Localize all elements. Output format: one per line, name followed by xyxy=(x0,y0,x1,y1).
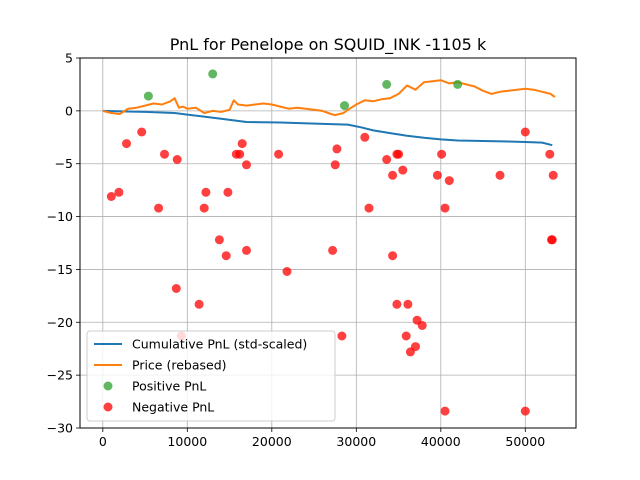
series-lines xyxy=(102,79,556,147)
negative-pnl-point xyxy=(403,299,413,309)
negative-pnl-point xyxy=(154,203,164,213)
y-tick-label: 0 xyxy=(65,103,73,118)
plot-frame xyxy=(79,57,577,429)
negative-pnl-point xyxy=(194,299,204,309)
negative-pnl-point xyxy=(235,149,245,159)
negative-pnl-point xyxy=(106,192,116,201)
legend-label: Cumulative PnL (std-scaled) xyxy=(132,337,307,352)
x-tick-label: 30000 xyxy=(336,434,376,449)
y-tick-label: 5 xyxy=(65,51,73,66)
negative-pnl-point xyxy=(221,251,231,261)
negative-pnl-point xyxy=(548,170,558,180)
negative-pnl-point xyxy=(394,149,404,159)
y-tick-label: −30 xyxy=(47,421,73,436)
negative-pnl-point xyxy=(398,165,408,175)
negative-pnl-point xyxy=(274,149,284,159)
negative-pnl-point xyxy=(337,331,347,341)
legend-box xyxy=(86,330,336,422)
negative-pnl-point xyxy=(495,170,505,180)
chart-title: PnL for Penelope on SQUID_INK -1105 k xyxy=(170,35,487,55)
negative-pnl-point xyxy=(237,139,247,149)
x-tick-label: 0 xyxy=(99,434,107,449)
negative-pnl-point xyxy=(440,203,450,213)
x-axis: 0 10000 20000 30000 40000 50000 xyxy=(99,428,545,449)
negative-pnl-point xyxy=(330,160,340,170)
negative-pnl-point xyxy=(520,127,530,137)
positive-pnl-point xyxy=(143,91,153,101)
negative-pnl-point xyxy=(201,187,211,197)
negative-pnl-point xyxy=(545,149,555,159)
negative-pnl-point xyxy=(137,127,147,137)
x-tick-label: 10000 xyxy=(167,434,207,449)
cumulative-pnl-line xyxy=(102,109,553,147)
negative-pnl-point xyxy=(437,149,447,159)
negative-pnl-point xyxy=(328,245,338,255)
positive-pnl-point xyxy=(340,101,349,111)
negative-pnl-point xyxy=(242,245,251,255)
negative-pnl-point xyxy=(282,267,292,276)
y-tick-label: −20 xyxy=(47,315,73,330)
y-tick-label: −15 xyxy=(47,262,73,277)
negative-pnl-point xyxy=(223,187,233,197)
legend-marker-swatch xyxy=(103,381,113,391)
negative-pnl-point xyxy=(392,299,402,309)
x-tick-label: 40000 xyxy=(421,434,461,449)
y-tick-label: −25 xyxy=(47,368,73,383)
x-tick-label: 50000 xyxy=(505,434,545,449)
negative-pnl-point xyxy=(114,187,124,197)
negative-pnl-point xyxy=(199,203,209,213)
negative-pnl-point xyxy=(364,203,374,213)
y-tick-label: −5 xyxy=(55,156,73,171)
negative-pnl-point xyxy=(547,235,557,245)
negative-pnl-point xyxy=(401,331,411,341)
scatter-points xyxy=(106,69,558,416)
negative-pnl-point xyxy=(382,155,392,164)
legend-label: Negative PnL xyxy=(132,400,214,415)
legend-label: Positive PnL xyxy=(132,379,206,394)
negative-pnl-point xyxy=(171,284,181,293)
negative-pnl-point xyxy=(332,144,342,154)
positive-pnl-point xyxy=(382,79,392,89)
negative-pnl-point xyxy=(360,132,370,142)
y-axis: 5 0 −5 −10 −15 −20 −25 −30 xyxy=(47,51,80,436)
x-tick-label: 20000 xyxy=(252,434,292,449)
y-tick-label: −10 xyxy=(47,209,73,224)
negative-pnl-point xyxy=(520,406,530,416)
positive-pnl-point xyxy=(453,79,463,89)
negative-pnl-point xyxy=(388,251,398,261)
negative-pnl-point xyxy=(388,170,398,180)
negative-pnl-point xyxy=(242,160,251,170)
negative-pnl-point xyxy=(440,406,450,416)
negative-pnl-point xyxy=(214,235,224,245)
legend-label: Price (rebased) xyxy=(132,358,227,373)
negative-pnl-point xyxy=(411,342,420,352)
price-line xyxy=(102,79,556,117)
negative-pnl-point xyxy=(417,321,427,330)
negative-pnl-point xyxy=(432,170,442,180)
negative-pnl-point xyxy=(444,176,454,186)
negative-pnl-point xyxy=(172,155,182,164)
negative-pnl-point xyxy=(122,139,131,149)
negative-pnl-point xyxy=(160,149,169,159)
legend: Cumulative PnL (std-scaled) Price (rebase… xyxy=(86,330,336,422)
positive-pnl-point xyxy=(208,69,218,79)
legend-marker-swatch xyxy=(103,402,113,412)
